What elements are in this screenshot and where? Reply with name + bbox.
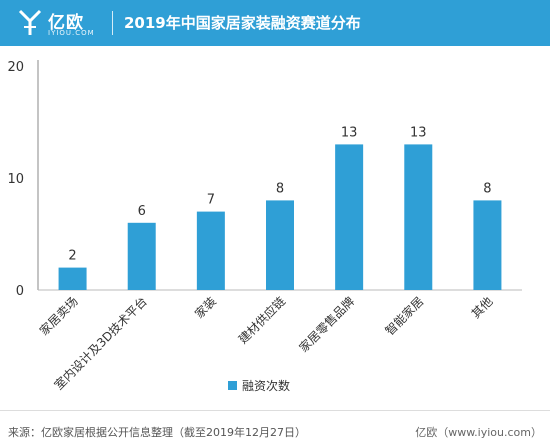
bar — [58, 267, 87, 290]
bar — [473, 200, 502, 290]
header-divider — [112, 11, 113, 35]
bar — [335, 144, 364, 290]
x-tick-label: 家装 — [191, 294, 219, 322]
bar — [196, 211, 225, 290]
y-tick-label: 10 — [7, 172, 24, 187]
iyiou-logo-icon — [18, 9, 42, 35]
chart-title: 2019年中国家居家装融资赛道分布 — [124, 14, 361, 32]
source-note: 来源：亿欧家居根据公开信息整理（截至2019年12月27日） — [8, 426, 306, 439]
x-tick-label: 建材供应链 — [235, 294, 288, 347]
bar — [404, 144, 433, 290]
bar-value-label: 13 — [341, 125, 358, 140]
bar-value-label: 7 — [207, 193, 215, 208]
y-tick-label: 0 — [16, 284, 24, 299]
bar — [266, 200, 294, 290]
footer-divider — [0, 410, 550, 411]
x-tick-label: 家居零售品牌 — [296, 294, 358, 356]
y-tick-label: 20 — [7, 60, 24, 75]
bar-value-label: 8 — [276, 181, 284, 196]
x-tick-label: 其他 — [469, 294, 496, 321]
bar-value-label: 6 — [138, 204, 146, 219]
bar-value-label: 2 — [68, 249, 76, 264]
chart-bars — [58, 144, 502, 290]
header-bar: 亿欧 IYIOU.COM 2019年中国家居家装融资赛道分布 — [0, 0, 550, 46]
bar — [127, 222, 156, 290]
bar-value-label: 13 — [410, 125, 427, 140]
brand-domain: IYIOU.COM — [48, 29, 95, 37]
x-tick-label: 家居卖场 — [36, 294, 81, 339]
legend-swatch — [228, 381, 237, 390]
chart-axes: 0 10 20 — [7, 60, 522, 299]
chart-legend: 融资次数 — [228, 378, 290, 393]
bar-value-label: 8 — [483, 181, 491, 196]
legend-label: 融资次数 — [242, 378, 290, 393]
brand-name: 亿欧 — [48, 13, 84, 33]
x-tick-label: 智能家居 — [382, 294, 427, 339]
footer-brand: 亿欧（www.iyiou.com） — [415, 426, 542, 439]
